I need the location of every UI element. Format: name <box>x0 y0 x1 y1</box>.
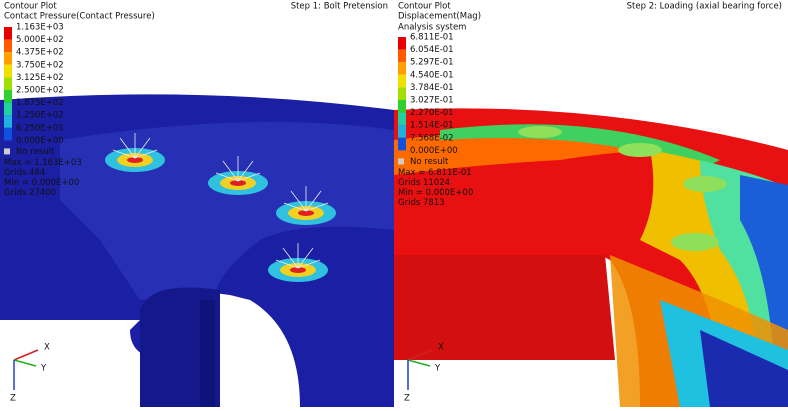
triad-z-label: Z <box>10 394 16 404</box>
legend-label: 4.540E-01 <box>410 70 454 80</box>
no-result-swatch <box>398 158 404 165</box>
stat-line: Min = 0.000E+00 <box>398 188 473 198</box>
legend-label: 2.500E+02 <box>16 86 64 96</box>
plot-title: Contour Plot <box>398 2 451 12</box>
legend-label: 3.784E-01 <box>410 83 454 93</box>
legend-label: 1.250E+02 <box>16 111 64 121</box>
stat-line: Min = 0.000E+00 <box>4 178 79 188</box>
triad-y <box>13 359 37 367</box>
legend-label: 3.750E+02 <box>16 60 64 70</box>
triad-x-label: X <box>438 343 444 353</box>
legend-swatch <box>398 100 406 113</box>
legend-swatch <box>4 64 12 78</box>
step-label: Step 1: Bolt Pretension <box>291 2 388 12</box>
step-label: Step 2: Loading (axial bearing force) <box>627 2 782 12</box>
no-result-swatch <box>4 148 10 155</box>
legend-swatch <box>4 127 12 141</box>
legend-label: 0.000E+00 <box>16 136 64 146</box>
legend-swatch <box>398 112 406 126</box>
legend-swatch <box>398 49 406 63</box>
legend-label: 1.163E+03 <box>16 23 64 33</box>
plot-quantity: Contact Pressure(Contact Pressure) <box>4 12 155 22</box>
stat-line: Grids 7813 <box>398 198 445 208</box>
legend-label: 6.250E+01 <box>16 123 64 133</box>
triad-y-label: Y <box>434 364 441 374</box>
legend-label: 1.514E-01 <box>410 121 454 131</box>
legend-label: 0.000E+00 <box>410 146 458 156</box>
legend-swatch <box>4 52 12 65</box>
triad-x <box>407 349 433 361</box>
plot-title: Contour Plot <box>4 2 57 12</box>
legend-label: 6.811E-01 <box>410 33 454 43</box>
legend-swatch <box>4 39 12 53</box>
no-result-label: No result <box>410 157 449 167</box>
legend-label: 5.000E+02 <box>16 35 64 45</box>
triad-y-label: Y <box>40 364 47 374</box>
right-model <box>394 108 788 407</box>
legend-label: 4.375E+02 <box>16 48 64 58</box>
plot-system: Analysis system <box>398 23 466 33</box>
legend-swatch <box>398 74 406 88</box>
legend-swatch <box>4 102 12 116</box>
legend-label: 7.568E-02 <box>410 133 454 143</box>
left-model <box>0 94 394 407</box>
legend-swatch <box>398 137 406 151</box>
legend-swatch <box>398 37 406 50</box>
stat-line: Grids 11024 <box>398 178 450 188</box>
legend-swatch <box>4 115 12 128</box>
legend-label: 1.875E+02 <box>16 98 64 108</box>
legend-swatch <box>398 125 406 138</box>
stat-line: Max = 6.811E-01 <box>398 168 472 178</box>
stat-line: Grids 484 <box>4 168 45 178</box>
legend-swatch <box>398 62 406 75</box>
legend-swatch <box>4 77 12 90</box>
legend-label: 2.270E-01 <box>410 108 454 118</box>
no-result-label: No result <box>16 147 55 157</box>
triad-y <box>407 359 431 367</box>
legend-swatch <box>4 90 12 103</box>
legend-label: 6.054E-01 <box>410 45 454 55</box>
stat-line: Max = 1.163E+03 <box>4 158 82 168</box>
triad-z-label: Z <box>404 394 410 404</box>
legend-label: 3.027E-01 <box>410 96 454 106</box>
legend-swatch <box>398 87 406 100</box>
legend-label: 5.297E-01 <box>410 58 454 68</box>
stat-line: Grids 27400 <box>4 188 56 198</box>
plot-quantity: Displacement(Mag) <box>398 12 481 22</box>
legend-swatch <box>4 27 12 40</box>
legend-label: 3.125E+02 <box>16 73 64 83</box>
triad-x <box>13 349 39 361</box>
triad-x-label: X <box>44 343 50 353</box>
